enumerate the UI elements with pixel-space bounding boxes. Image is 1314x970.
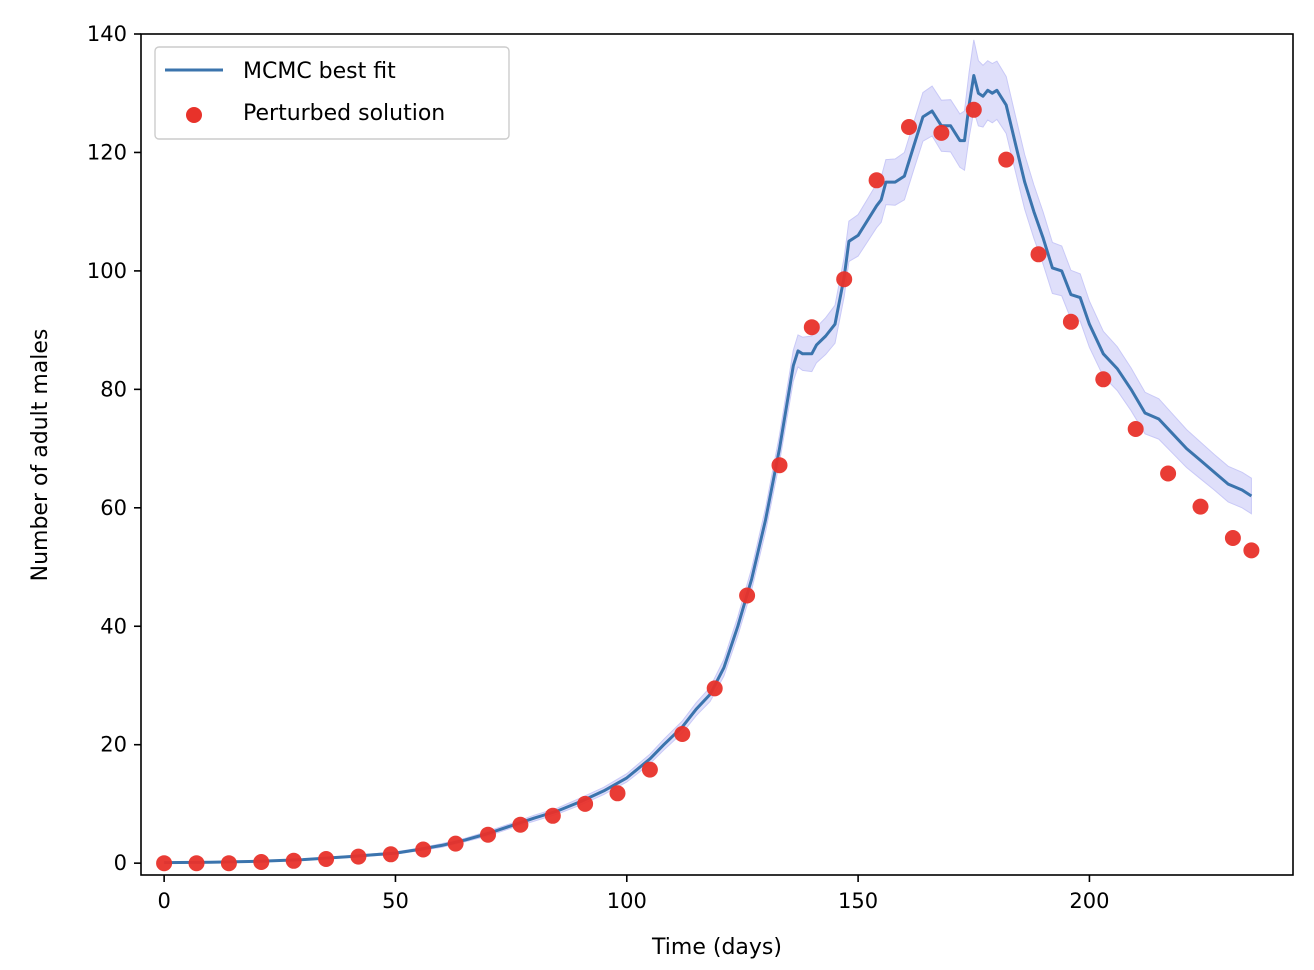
mcmc-best-fit-line (164, 74, 1253, 865)
perturbed-solution-point (706, 680, 723, 697)
y-tick-label: 80 (100, 377, 127, 401)
perturbed-solution-point (933, 124, 950, 141)
perturbed-solution-point (512, 816, 529, 833)
perturbed-solution-point (1095, 371, 1112, 388)
perturbed-solution-point (544, 807, 561, 824)
perturbed-solution-point (220, 855, 237, 872)
perturbed-solution-point (447, 835, 464, 852)
perturbed-solution-point (641, 761, 658, 778)
perturbed-solution-point (836, 271, 853, 288)
perturbed-solution-point (771, 457, 788, 474)
perturbed-solution-point (965, 101, 982, 118)
perturbed-solution-point (577, 795, 594, 812)
legend-box (154, 46, 510, 140)
y-tick-label: 100 (87, 259, 127, 283)
perturbed-solution-point (739, 587, 756, 604)
x-tick-label: 200 (1069, 889, 1109, 913)
plot-area (156, 39, 1260, 872)
perturbed-solution-point (285, 852, 302, 869)
perturbed-solution-point (674, 726, 691, 742)
perturbed-solution-point (1160, 465, 1177, 482)
legend-label-perturbed-solution: Perturbed solution (243, 101, 445, 126)
perturbed-solution-point (1030, 246, 1047, 263)
perturbed-solution-point (803, 319, 820, 336)
x-axis: 0 50 100 150 200 (157, 875, 1109, 913)
x-tick-label: 50 (382, 889, 409, 913)
y-tick-label: 0 (114, 851, 127, 875)
perturbed-solution-point (480, 826, 496, 843)
perturbed-solution-point (156, 855, 173, 872)
y-tick-label: 120 (87, 140, 127, 164)
y-tick-label: 20 (100, 733, 127, 757)
y-tick-label: 140 (87, 22, 127, 46)
perturbed-solution-point (1243, 542, 1260, 559)
x-tick-label: 100 (607, 889, 647, 913)
y-tick-label: 40 (100, 614, 127, 638)
perturbed-solution-point (1224, 530, 1241, 546)
y-axis-title: Number of adult males (28, 329, 53, 582)
legend-label-mcmc-best-fit: MCMC best fit (243, 59, 396, 84)
perturbed-solution-point (382, 846, 399, 863)
perturbed-solution-point (1062, 313, 1079, 330)
perturbed-solution-point (1192, 498, 1209, 515)
legend-swatch-dot (186, 107, 202, 123)
perturbed-solution-point (253, 854, 270, 870)
y-tick-label: 60 (100, 496, 127, 520)
x-axis-title: Time (days) (651, 935, 782, 960)
perturbed-solution-point (609, 785, 626, 802)
y-axis: 0 20 40 60 80 100 120 140 (87, 22, 141, 875)
legend: MCMC best fit Perturbed solution (154, 46, 510, 140)
perturbed-solution-point (1127, 421, 1144, 437)
perturbed-solution-point (318, 851, 335, 867)
axes-frame (140, 33, 1294, 876)
perturbed-solution-point (188, 855, 205, 872)
perturbed-solution-point (350, 848, 367, 865)
x-tick-label: 0 (157, 889, 170, 913)
perturbed-solution-point (868, 172, 885, 189)
perturbed-solution-point (998, 151, 1015, 168)
perturbed-solution-point (901, 119, 917, 135)
x-tick-label: 150 (838, 889, 878, 913)
perturbed-solution-point (415, 841, 432, 858)
